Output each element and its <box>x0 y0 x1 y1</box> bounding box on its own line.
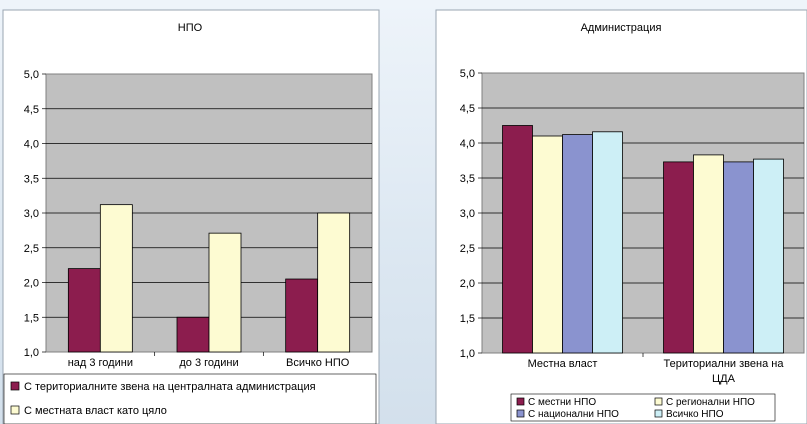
y-tick-label: 5,0 <box>460 68 475 80</box>
bar <box>67 268 101 353</box>
bar <box>285 278 319 353</box>
y-tick-label: 2,0 <box>24 278 39 290</box>
chart-npo-x-ticks: над 3 години до 3 години Всичко НПО <box>68 352 350 369</box>
legend-swatch-territorial <box>10 381 20 391</box>
chart-admin-bars <box>502 125 784 354</box>
chart-npo-bars <box>67 204 351 353</box>
bar <box>317 212 351 353</box>
legend-label-territorial: С териториалните звена на централната ад… <box>24 381 316 393</box>
y-tick-label: 2,5 <box>24 243 39 255</box>
y-tick-label: 4,0 <box>460 138 475 150</box>
bar <box>176 316 210 353</box>
chart-administration: Администрация 5,0 4,5 4,0 3,5 3,0 2,5 2,0 1,5 1,… <box>435 9 807 424</box>
chart-npo-title: НПО <box>178 22 203 34</box>
chart-admin-legend <box>510 393 776 422</box>
legend-label-all-ngo: Всичко НПО <box>666 409 724 420</box>
y-tick-label: 1,0 <box>460 348 475 360</box>
y-tick-label: 1,5 <box>460 313 475 325</box>
y-tick-label: 1,0 <box>24 347 39 359</box>
chart-admin-x-ticks: Местна власт Териториални звена на ЦДА <box>528 353 785 385</box>
bar <box>723 161 754 354</box>
x-tick-label: до 3 години <box>179 357 238 369</box>
legend-label-local-ngo: С местни НПО <box>528 397 596 408</box>
chart-npo-legend <box>3 373 377 424</box>
bar <box>99 204 133 353</box>
y-tick-label: 2,5 <box>460 243 475 255</box>
y-tick-label: 2,0 <box>460 278 475 290</box>
y-tick-label: 5,0 <box>24 69 39 81</box>
x-tick-label: ЦДА <box>712 373 736 385</box>
chart-npo-y-ticks: 5,0 4,5 4,0 3,5 3,0 2,5 2,0 1,5 1,0 <box>24 69 46 359</box>
y-tick-label: 4,5 <box>460 103 475 115</box>
x-tick-label: над 3 години <box>68 357 133 369</box>
y-tick-label: 1,5 <box>24 312 39 324</box>
bar <box>753 158 784 354</box>
legend-swatch-regional-ngo <box>654 397 663 406</box>
y-tick-label: 3,5 <box>460 173 475 185</box>
legend-label-local-gov: С местната власт като цяло <box>24 405 167 417</box>
chart-npo: НПО 5,0 4,5 4,0 3,5 3,0 2,5 2,0 1,5 1,0 над 3 го… <box>2 9 380 424</box>
legend-label-national-ngo: С национални НПО <box>528 409 619 420</box>
x-tick-label: Всичко НПО <box>286 357 350 369</box>
bar <box>532 135 563 354</box>
y-tick-label: 4,5 <box>24 104 39 116</box>
legend-swatch-national-ngo <box>516 409 525 418</box>
bar <box>663 161 694 354</box>
legend-label-regional-ngo: С регионални НПО <box>666 397 755 408</box>
x-tick-label: Местна власт <box>528 358 598 370</box>
legend-swatch-local-gov <box>10 405 20 415</box>
chart-admin-title: Администрация <box>581 22 662 34</box>
legend-swatch-all-ngo <box>654 409 663 418</box>
bar <box>562 134 593 354</box>
x-tick-label: Териториални звена на <box>664 358 785 370</box>
legend-swatch-local-ngo <box>516 397 525 406</box>
y-tick-label: 4,0 <box>24 139 39 151</box>
bar <box>693 154 724 354</box>
bar <box>208 232 242 353</box>
bar <box>502 125 533 354</box>
bar <box>592 131 623 354</box>
y-tick-label: 3,0 <box>24 208 39 220</box>
y-tick-label: 3,5 <box>24 173 39 185</box>
chart-admin-y-ticks: 5,0 4,5 4,0 3,5 3,0 2,5 2,0 1,5 1,0 <box>460 68 482 360</box>
y-tick-label: 3,0 <box>460 208 475 220</box>
